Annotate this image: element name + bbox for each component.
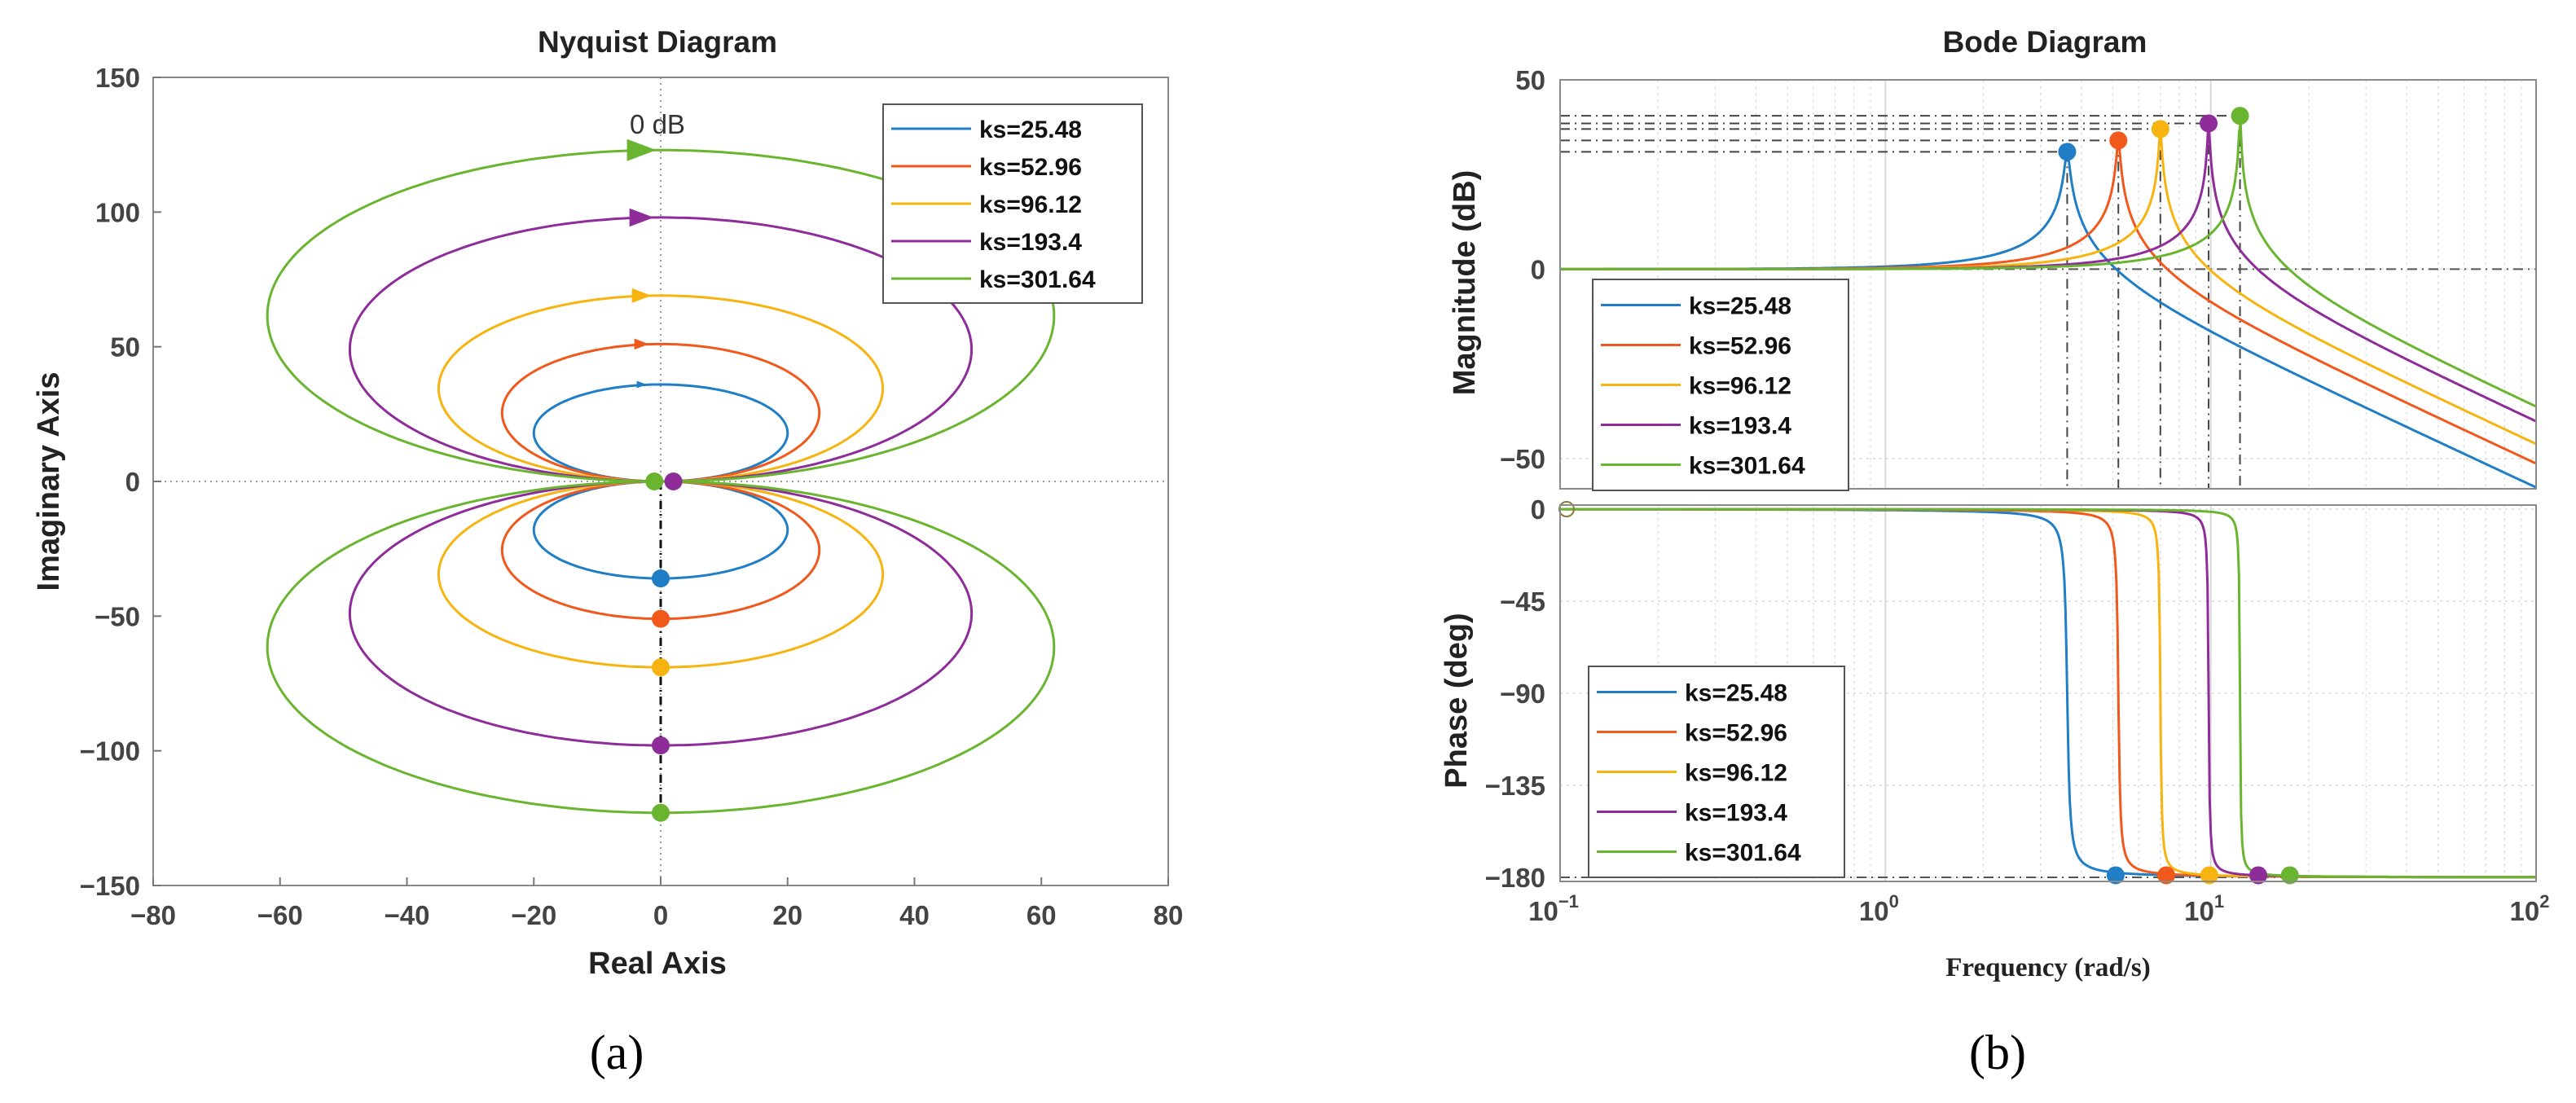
legend-entry: ks=96.12 bbox=[1685, 760, 1787, 787]
legend-entry: ks=52.96 bbox=[1689, 333, 1791, 360]
bode-magnitude-chart: Bode Diagram −50 0 50 Magnitude (dB) ks=25… bbox=[1448, 25, 2537, 491]
legend-entry: ks=25.48 bbox=[979, 116, 1082, 143]
nyquist-y-tick-label: 150 bbox=[95, 63, 140, 93]
nyquist-curve-upper bbox=[348, 216, 974, 483]
magnitude-peak-marker bbox=[2109, 131, 2128, 150]
nyquist-legend: ks=25.48 ks=52.96 ks=96.12 ks=193.4 ks=301.6… bbox=[882, 103, 1143, 304]
nyquist-arrow-marker bbox=[631, 288, 652, 303]
nyquist-arrow-marker bbox=[636, 380, 647, 389]
panel-b-label: (b) bbox=[1969, 1026, 2026, 1079]
magnitude-y-label: Magnitude (dB) bbox=[1448, 170, 1482, 396]
phase-y-tick-label: 0 bbox=[1531, 494, 1545, 525]
phase-curve bbox=[1560, 508, 2536, 879]
nyquist-origin-marker bbox=[664, 472, 683, 490]
frequency-x-tick-label: 101 bbox=[2184, 891, 2224, 926]
nyquist-annotation: 0 dB bbox=[630, 109, 685, 139]
nyquist-x-tick-label: 80 bbox=[1154, 900, 1184, 930]
nyquist-curve-upper bbox=[437, 294, 885, 483]
bode-title: Bode Diagram bbox=[1943, 25, 2147, 59]
nyquist-x-tick-label: −80 bbox=[130, 900, 176, 930]
phase-y-tick-label: −180 bbox=[1485, 863, 1545, 893]
phase-plot-frame bbox=[1559, 504, 2537, 882]
legend-entry: ks=96.12 bbox=[979, 191, 1082, 218]
nyquist-x-tick-label: 20 bbox=[772, 900, 802, 930]
nyquist-y-tick-label: −150 bbox=[80, 871, 140, 901]
frequency-x-tick-label: 100 bbox=[1859, 891, 1899, 926]
nyquist-x-tick-label: 40 bbox=[899, 900, 930, 930]
legend-entry: ks=301.64 bbox=[1689, 453, 1805, 480]
nyquist-chart: Nyquist Diagram −80 −60 −40 −20 0 20 40 60 80 −15… bbox=[32, 25, 1183, 981]
panel-a-label: (a) bbox=[590, 1026, 644, 1079]
nyquist-y-tick-label: −50 bbox=[95, 601, 140, 631]
nyquist-point-marker bbox=[652, 658, 670, 677]
frequency-x-tick-label: 102 bbox=[2510, 891, 2550, 926]
phase-y-tick-label: −90 bbox=[1500, 679, 1545, 709]
magnitude-legend: ks=25.48 ks=52.96 ks=96.12 ks=193.4 ks=301.6… bbox=[1592, 279, 1849, 491]
magnitude-y-tick-label: 50 bbox=[1515, 65, 1545, 95]
nyquist-y-label: Imaginary Axis bbox=[32, 372, 66, 591]
phase-y-tick-label: −45 bbox=[1500, 587, 1545, 617]
magnitude-peak-marker bbox=[2151, 120, 2169, 138]
phase-marker bbox=[2280, 866, 2299, 885]
nyquist-curve-upper bbox=[500, 342, 821, 483]
nyquist-point-marker bbox=[652, 803, 670, 822]
nyquist-point-marker bbox=[652, 609, 670, 628]
nyquist-curve-upper bbox=[266, 148, 1056, 483]
phase-marker bbox=[2249, 866, 2268, 885]
magnitude-curve bbox=[1560, 122, 2537, 408]
legend-entry: ks=52.96 bbox=[1685, 720, 1787, 747]
nyquist-origin-marker bbox=[645, 472, 664, 490]
phase-y-label: Phase (deg) bbox=[1440, 613, 1474, 788]
nyquist-curve-upper bbox=[532, 383, 789, 483]
magnitude-y-tick-label: −50 bbox=[1500, 444, 1545, 474]
nyquist-arrow-marker bbox=[626, 138, 657, 161]
nyquist-arrow-marker bbox=[634, 338, 649, 350]
nyquist-x-tick-label: −20 bbox=[511, 900, 556, 930]
nyquist-y-tick-label: −100 bbox=[80, 736, 140, 767]
nyquist-arrow-marker bbox=[629, 208, 654, 227]
phase-marker bbox=[2157, 866, 2176, 885]
nyquist-y-tick-label: 50 bbox=[110, 332, 140, 363]
nyquist-x-tick-label: −40 bbox=[385, 900, 430, 930]
legend-entry: ks=193.4 bbox=[1685, 800, 1787, 827]
legend-entry: ks=25.48 bbox=[1689, 293, 1791, 320]
magnitude-peak-marker bbox=[2231, 107, 2249, 125]
nyquist-x-tick-label: −60 bbox=[257, 900, 303, 930]
magnitude-plot-frame bbox=[1559, 79, 2537, 490]
legend-entry: ks=193.4 bbox=[1689, 413, 1791, 440]
phase-marker bbox=[2106, 866, 2125, 885]
nyquist-x-label: Real Axis bbox=[588, 947, 727, 981]
legend-entry: ks=301.64 bbox=[979, 266, 1096, 293]
frequency-x-tick-label: 10−1 bbox=[1528, 891, 1579, 926]
legend-entry: ks=96.12 bbox=[1689, 373, 1791, 400]
magnitude-peak-marker bbox=[2200, 114, 2218, 133]
phase-y-tick-label: −135 bbox=[1485, 771, 1545, 801]
nyquist-y-tick-label: 100 bbox=[95, 197, 140, 227]
frequency-x-label: Frequency (rad/s) bbox=[1945, 953, 2150, 982]
nyquist-x-tick-label: 60 bbox=[1026, 900, 1057, 930]
nyquist-point-marker bbox=[652, 569, 670, 588]
legend-entry: ks=193.4 bbox=[979, 229, 1082, 256]
magnitude-y-tick-label: 0 bbox=[1531, 254, 1545, 284]
legend-entry: ks=25.48 bbox=[1685, 680, 1787, 707]
magnitude-peak-marker bbox=[2058, 143, 2077, 161]
nyquist-title: Nyquist Diagram bbox=[538, 25, 777, 59]
nyquist-y-tick-label: 0 bbox=[125, 467, 140, 497]
legend-entry: ks=301.64 bbox=[1685, 840, 1801, 867]
nyquist-point-marker bbox=[652, 736, 670, 755]
phase-marker bbox=[2200, 866, 2218, 885]
phase-legend: ks=25.48 ks=52.96 ks=96.12 ks=193.4 ks=301.6… bbox=[1588, 666, 1845, 878]
legend-entry: ks=52.96 bbox=[979, 154, 1082, 181]
nyquist-x-tick-label: 0 bbox=[653, 900, 668, 930]
